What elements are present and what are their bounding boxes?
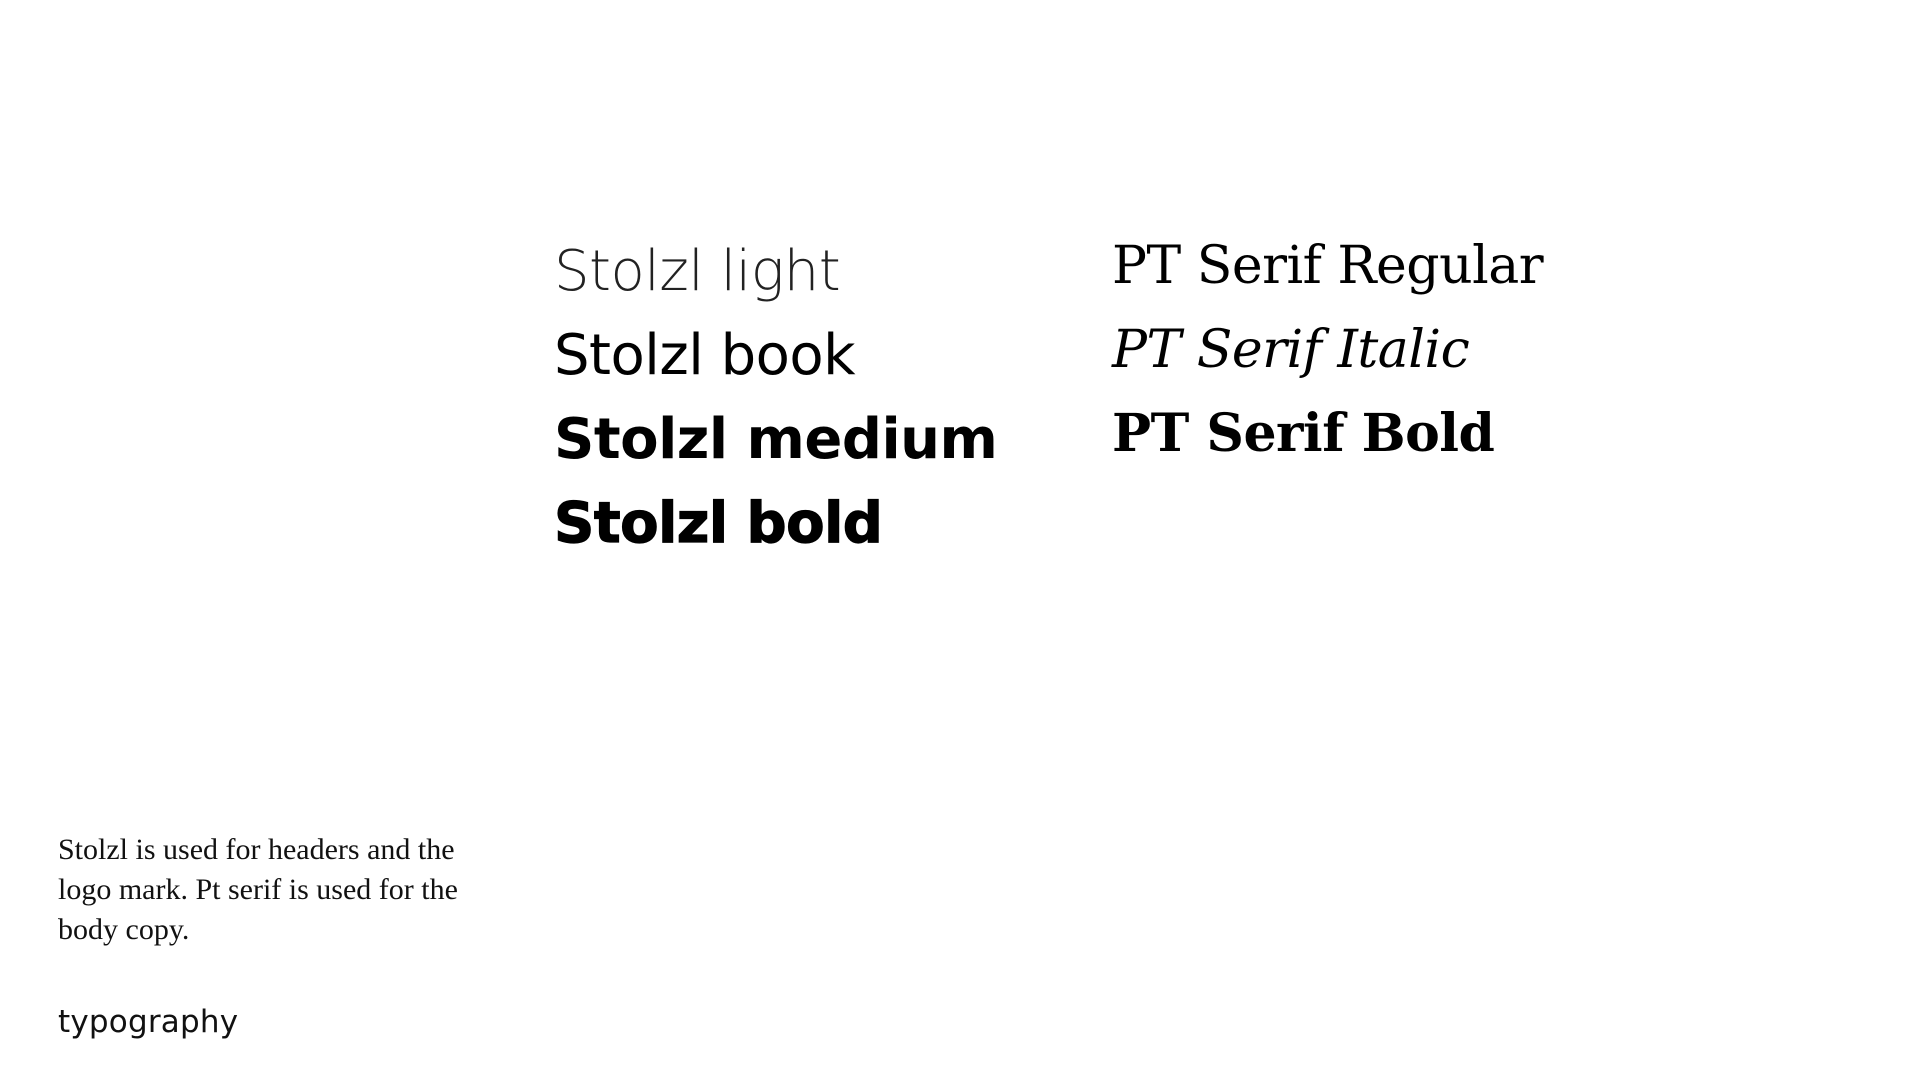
stolzl-medium-sample: Stolzl medium xyxy=(554,407,998,472)
stolzl-bold-sample: Stolzl bold xyxy=(553,491,883,556)
section-label: typography xyxy=(58,1004,239,1040)
stolzl-book-sample: Stolzl book xyxy=(554,323,856,388)
pt-serif-italic-sample: PT Serif Italic xyxy=(1112,320,1470,380)
stolzl-font-samples: Stolzl light Stolzl book Stolzl medium S… xyxy=(553,239,998,580)
pt-serif-font-samples: PT Serif Regular PT Serif Italic PT Seri… xyxy=(1112,236,1544,492)
pt-serif-bold-sample: PT Serif Bold xyxy=(1112,403,1495,464)
stolzl-light-sample: Stolzl light xyxy=(554,239,841,304)
pt-serif-regular-sample: PT Serif Regular xyxy=(1112,236,1544,296)
typography-description: Stolzl is used for headers and the logo … xyxy=(58,833,458,946)
